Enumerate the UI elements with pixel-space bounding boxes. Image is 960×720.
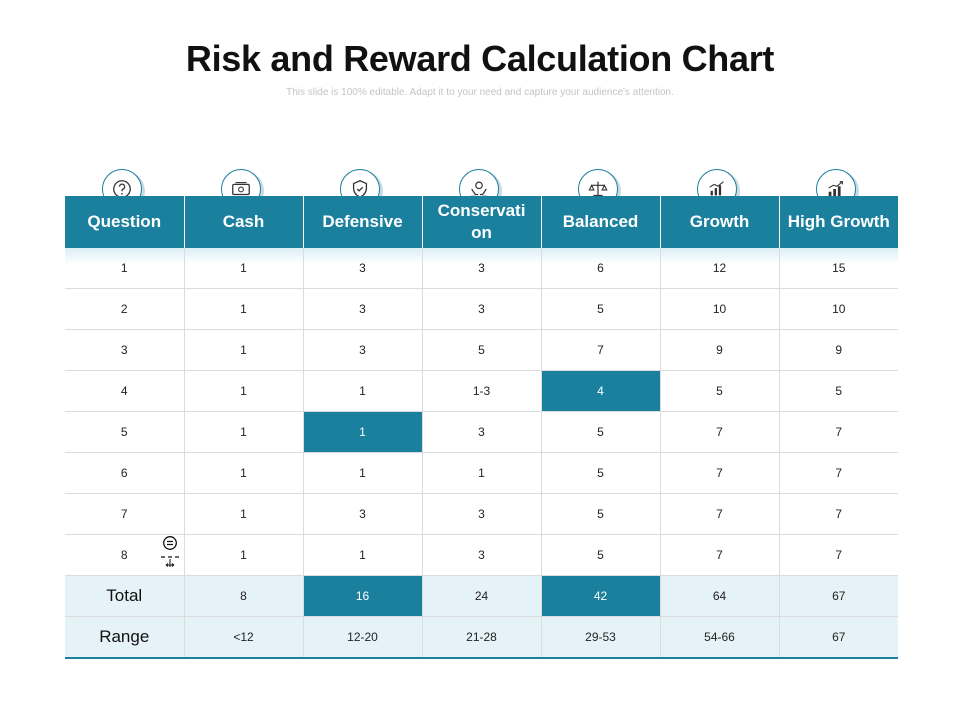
slide-title: Risk and Reward Calculation Chart	[185, 38, 775, 79]
header-conservation: Conservati on	[422, 196, 542, 248]
table-row: 5 1 1 3 5 7 7	[65, 411, 898, 453]
table-cell: 1	[184, 329, 304, 371]
range-cell: 12-20	[303, 616, 423, 659]
table-cell: 7	[779, 411, 898, 453]
table-row: 1 1 3 3 6 12 15	[65, 248, 898, 289]
table-cell: 3	[65, 329, 185, 371]
header-high-growth: High Growth	[779, 196, 898, 248]
range-label: Range	[65, 616, 185, 659]
table-cell: 10	[779, 288, 898, 330]
range-cell: 29-53	[541, 616, 661, 659]
table-cell: 5	[541, 288, 661, 330]
table-header-row: Question Cash Defensive Conservati on Ba…	[65, 196, 898, 248]
table-cell: 5	[65, 411, 185, 453]
table-cell: 1	[184, 452, 304, 494]
table-row: 2 1 3 3 5 10 10	[65, 288, 898, 330]
highlighted-cell: 1	[303, 411, 423, 453]
range-row: Range <12 12-20 21-28 29-53 54-66 67	[65, 616, 898, 659]
table-cell: 5	[541, 493, 661, 535]
slide-subtitle: This slide is 100% editable. Adapt it to…	[286, 87, 674, 98]
table-cell: 15	[779, 248, 898, 289]
table-cell: 3	[303, 248, 423, 289]
total-cell: 67	[779, 575, 898, 617]
table-cell: 5	[541, 534, 661, 576]
total-label: Total	[65, 575, 185, 617]
total-row: Total 8 16 24 42 64 67	[65, 575, 898, 617]
table-cell: 5	[541, 452, 661, 494]
table-cell: 3	[422, 248, 542, 289]
table-row: 7 1 3 3 5 7 7	[65, 493, 898, 535]
table-cell: 1	[303, 534, 423, 576]
risk-reward-table: Question Cash Defensive Conservati on Ba…	[65, 196, 898, 659]
resize-handle-icon[interactable]	[159, 535, 181, 571]
table-cell: 6	[541, 248, 661, 289]
total-cell: 8	[184, 575, 304, 617]
range-cell: 54-66	[660, 616, 780, 659]
table-cell: 5	[541, 411, 661, 453]
table-cell: 12	[660, 248, 780, 289]
header-balanced: Balanced	[541, 196, 661, 248]
table-cell: 7	[660, 534, 780, 576]
range-cell: <12	[184, 616, 304, 659]
table-cell: 3	[422, 288, 542, 330]
table-cell: 1	[184, 411, 304, 453]
table-cell: 7	[660, 452, 780, 494]
table-cell: 5	[660, 370, 780, 412]
table-cell: 9	[779, 329, 898, 371]
table-cell: 1	[65, 248, 185, 289]
total-cell-highlighted: 16	[303, 575, 423, 617]
header-defensive: Defensive	[303, 196, 423, 248]
table-row: 6 1 1 1 5 7 7	[65, 452, 898, 494]
table-cell: 7	[65, 493, 185, 535]
table-cell: 7	[779, 452, 898, 494]
table-cell: 1	[422, 452, 542, 494]
table-row: 8 1 1 3 5 7 7	[65, 534, 898, 576]
table-cell: 3	[303, 288, 423, 330]
range-cell: 21-28	[422, 616, 542, 659]
highlighted-cell: 4	[541, 370, 661, 412]
total-cell: 64	[660, 575, 780, 617]
table-cell: 7	[660, 411, 780, 453]
table-cell: 3	[303, 493, 423, 535]
table-cell: 7	[541, 329, 661, 371]
table-cell: 7	[660, 493, 780, 535]
header-cash: Cash	[184, 196, 304, 248]
table-cell: 4	[65, 370, 185, 412]
table-cell: 7	[779, 493, 898, 535]
total-cell-highlighted: 42	[541, 575, 661, 617]
table-cell: 3	[422, 534, 542, 576]
table-cell: 8	[120, 548, 128, 562]
range-cell: 67	[779, 616, 898, 659]
table-cell: 10	[660, 288, 780, 330]
table-cell: 1	[184, 534, 304, 576]
table-cell: 7	[779, 534, 898, 576]
table-cell-question-8: 8	[65, 534, 185, 576]
table-row: 4 1 1 1-3 4 5 5	[65, 370, 898, 412]
table-cell: 3	[422, 411, 542, 453]
table-cell: 5	[422, 329, 542, 371]
table-cell: 1	[184, 370, 304, 412]
table-cell: 1	[303, 370, 423, 412]
table-cell: 2	[65, 288, 185, 330]
table-cell: 9	[660, 329, 780, 371]
table-cell: 5	[779, 370, 898, 412]
total-cell: 24	[422, 575, 542, 617]
table-row: 3 1 3 5 7 9 9	[65, 329, 898, 371]
header-growth: Growth	[660, 196, 780, 248]
table-cell: 1-3	[422, 370, 542, 412]
table-cell: 6	[65, 452, 185, 494]
header-question: Question	[65, 196, 185, 248]
table-cell: 1	[184, 288, 304, 330]
table-cell: 1	[184, 493, 304, 535]
table-cell: 1	[184, 248, 304, 289]
table-cell: 1	[303, 452, 423, 494]
table-cell: 3	[303, 329, 423, 371]
table-cell: 3	[422, 493, 542, 535]
